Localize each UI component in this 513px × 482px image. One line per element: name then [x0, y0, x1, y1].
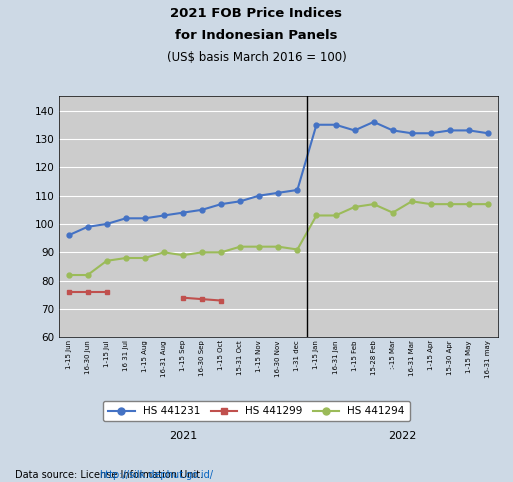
Text: 2021: 2021 [169, 431, 197, 441]
Text: 2022: 2022 [388, 431, 417, 441]
Text: for Indonesian Panels: for Indonesian Panels [175, 29, 338, 42]
Text: Data source: License Information Unit.: Data source: License Information Unit. [15, 469, 207, 480]
Text: (US$ basis March 2016 = 100): (US$ basis March 2016 = 100) [167, 51, 346, 64]
Text: http://silk.dephut.go.id/: http://silk.dephut.go.id/ [100, 469, 213, 480]
Text: 2021 FOB Price Indices: 2021 FOB Price Indices [170, 7, 343, 20]
Legend: HS 441231, HS 441299, HS 441294: HS 441231, HS 441299, HS 441294 [103, 401, 410, 421]
